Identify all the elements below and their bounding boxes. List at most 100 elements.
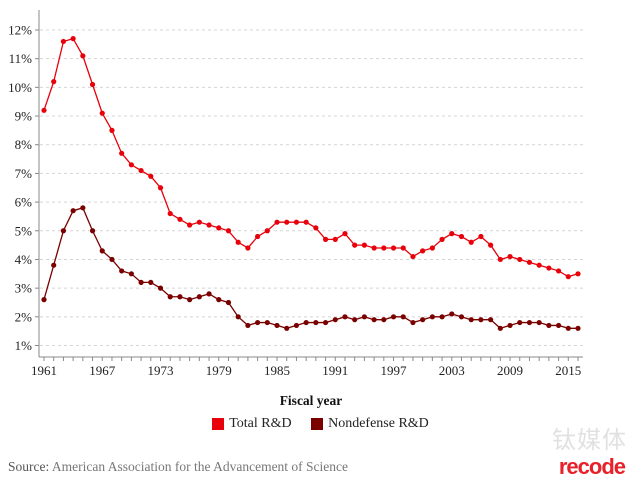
data-point[interactable] [293,219,300,225]
data-point[interactable] [196,294,202,300]
data-point[interactable] [99,248,105,254]
data-point[interactable] [119,268,125,274]
data-point[interactable] [80,205,86,211]
data-point[interactable] [235,239,241,245]
data-point[interactable] [196,219,202,225]
data-point[interactable] [41,107,47,113]
data-point[interactable] [507,253,513,260]
data-point[interactable] [216,297,222,303]
data-point[interactable] [555,322,562,329]
data-point[interactable] [361,242,367,248]
data-point[interactable] [89,228,96,234]
data-point[interactable] [429,314,435,320]
data-point[interactable] [536,319,542,326]
data-point[interactable] [177,294,183,300]
data-point[interactable] [468,239,474,245]
data-point[interactable] [322,319,329,326]
data-point[interactable] [70,36,76,42]
data-point[interactable] [332,236,338,242]
data-point[interactable] [429,245,435,251]
data-point[interactable] [478,233,484,240]
data-point[interactable] [80,53,86,59]
data-point[interactable] [187,222,193,228]
data-point[interactable] [206,291,212,297]
data-point[interactable] [352,242,358,248]
data-point[interactable] [177,216,183,222]
data-point[interactable] [332,317,338,323]
data-point[interactable] [555,268,562,274]
data-point[interactable] [60,228,67,234]
data-point[interactable] [478,317,484,323]
data-point[interactable] [497,256,503,263]
data-point[interactable] [342,314,348,320]
data-point[interactable] [322,236,329,242]
data-point[interactable] [216,225,222,231]
data-point[interactable] [119,150,125,156]
data-point[interactable] [390,314,397,320]
data-point[interactable] [128,162,134,168]
data-point[interactable] [235,314,241,320]
data-point[interactable] [99,110,105,116]
data-point[interactable] [264,228,270,234]
data-point[interactable] [342,231,348,237]
data-point[interactable] [41,297,47,303]
data-point[interactable] [206,222,212,228]
data-point[interactable] [274,322,280,329]
data-point[interactable] [565,274,571,280]
data-point[interactable] [245,322,251,329]
data-point[interactable] [167,294,173,300]
data-point[interactable] [517,256,523,263]
data-point[interactable] [138,279,144,285]
data-point[interactable] [109,127,115,133]
data-point[interactable] [371,317,377,323]
data-point[interactable] [51,79,57,85]
data-point[interactable] [488,242,494,248]
data-point[interactable] [420,248,426,254]
data-point[interactable] [565,325,571,331]
data-point[interactable] [167,210,173,217]
data-point[interactable] [546,322,552,329]
data-point[interactable] [255,319,261,326]
data-point[interactable] [293,322,300,329]
legend-item-nondefense-rd[interactable]: Nondefense R&D [311,416,429,432]
data-point[interactable] [255,233,261,240]
data-point[interactable] [488,317,494,323]
data-point[interactable] [361,314,367,320]
data-point[interactable] [526,259,533,265]
data-point[interactable] [148,173,154,179]
data-point[interactable] [390,245,397,251]
data-point[interactable] [264,319,270,326]
data-point[interactable] [371,245,377,251]
data-point[interactable] [546,265,552,271]
data-point[interactable] [89,81,96,88]
data-point[interactable] [60,38,67,45]
data-point[interactable] [381,317,387,323]
data-point[interactable] [225,228,232,234]
data-point[interactable] [157,185,164,191]
data-point[interactable] [507,322,513,329]
legend-item-total-rd[interactable]: Total R&D [212,416,292,432]
data-point[interactable] [245,245,251,251]
data-point[interactable] [439,314,445,320]
data-point[interactable] [497,325,503,331]
data-point[interactable] [410,319,416,326]
data-point[interactable] [526,319,533,326]
data-point[interactable] [458,233,465,240]
data-point[interactable] [468,317,474,323]
data-point[interactable] [352,317,358,323]
data-point[interactable] [400,245,406,251]
data-point[interactable] [51,262,57,268]
data-point[interactable] [128,271,134,277]
data-point[interactable] [313,319,319,326]
data-point[interactable] [225,299,232,306]
data-point[interactable] [458,314,465,320]
data-point[interactable] [400,314,406,320]
data-point[interactable] [303,219,309,225]
data-point[interactable] [313,225,319,231]
data-point[interactable] [439,236,445,242]
data-point[interactable] [148,279,154,285]
data-point[interactable] [381,245,387,251]
data-point[interactable] [449,231,455,237]
data-point[interactable] [187,297,193,303]
data-point[interactable] [70,208,76,214]
